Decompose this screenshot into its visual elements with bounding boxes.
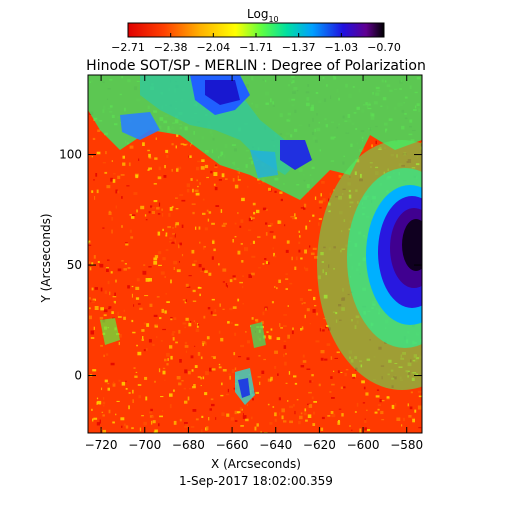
- heatmap-image: [88, 75, 422, 433]
- date-label: 1-Sep-2017 18:02:00.359: [179, 474, 333, 488]
- plot-frame: [87, 74, 423, 434]
- x-tick-label: −660: [216, 438, 249, 452]
- x-tick-label: −580: [390, 438, 423, 452]
- x-tick-label: −640: [259, 438, 292, 452]
- colorbar-tick-label: −2.71: [111, 41, 145, 54]
- x-tick-label: −620: [303, 438, 336, 452]
- colorbar-tick-label: −2.04: [196, 41, 230, 54]
- x-axis-label: X (Arcseconds): [211, 457, 301, 471]
- y-tick-label: 0: [74, 369, 82, 383]
- colorbar-ticks: −2.71 −2.38 −2.04 −1.71 −1.37 −1.03 −0.70: [111, 33, 401, 54]
- colorbar-tick-label: −1.03: [324, 41, 358, 54]
- y-axis-label: Y (Arcseconds): [39, 213, 53, 303]
- y-tick-label: 50: [67, 258, 82, 272]
- y-axis: 0 50 100: [59, 148, 422, 383]
- colorbar-label: Log10: [247, 7, 279, 24]
- x-tick-label: −600: [347, 438, 380, 452]
- colorbar-tick-label: −1.71: [239, 41, 273, 54]
- y-tick-label: 100: [59, 148, 82, 162]
- x-tick-label: −700: [128, 438, 161, 452]
- colorbar-tick-label: −0.70: [367, 41, 401, 54]
- chart-title: Hinode SOT/SP - MERLIN : Degree of Polar…: [86, 58, 426, 74]
- colorbar-tick-label: −1.37: [282, 41, 316, 54]
- x-axis: −720 −700 −680 −660 −640 −620 −600 −580: [85, 75, 423, 452]
- x-tick-label: −680: [172, 438, 205, 452]
- x-tick-label: −720: [85, 438, 118, 452]
- colorbar-tick-label: −2.38: [154, 41, 188, 54]
